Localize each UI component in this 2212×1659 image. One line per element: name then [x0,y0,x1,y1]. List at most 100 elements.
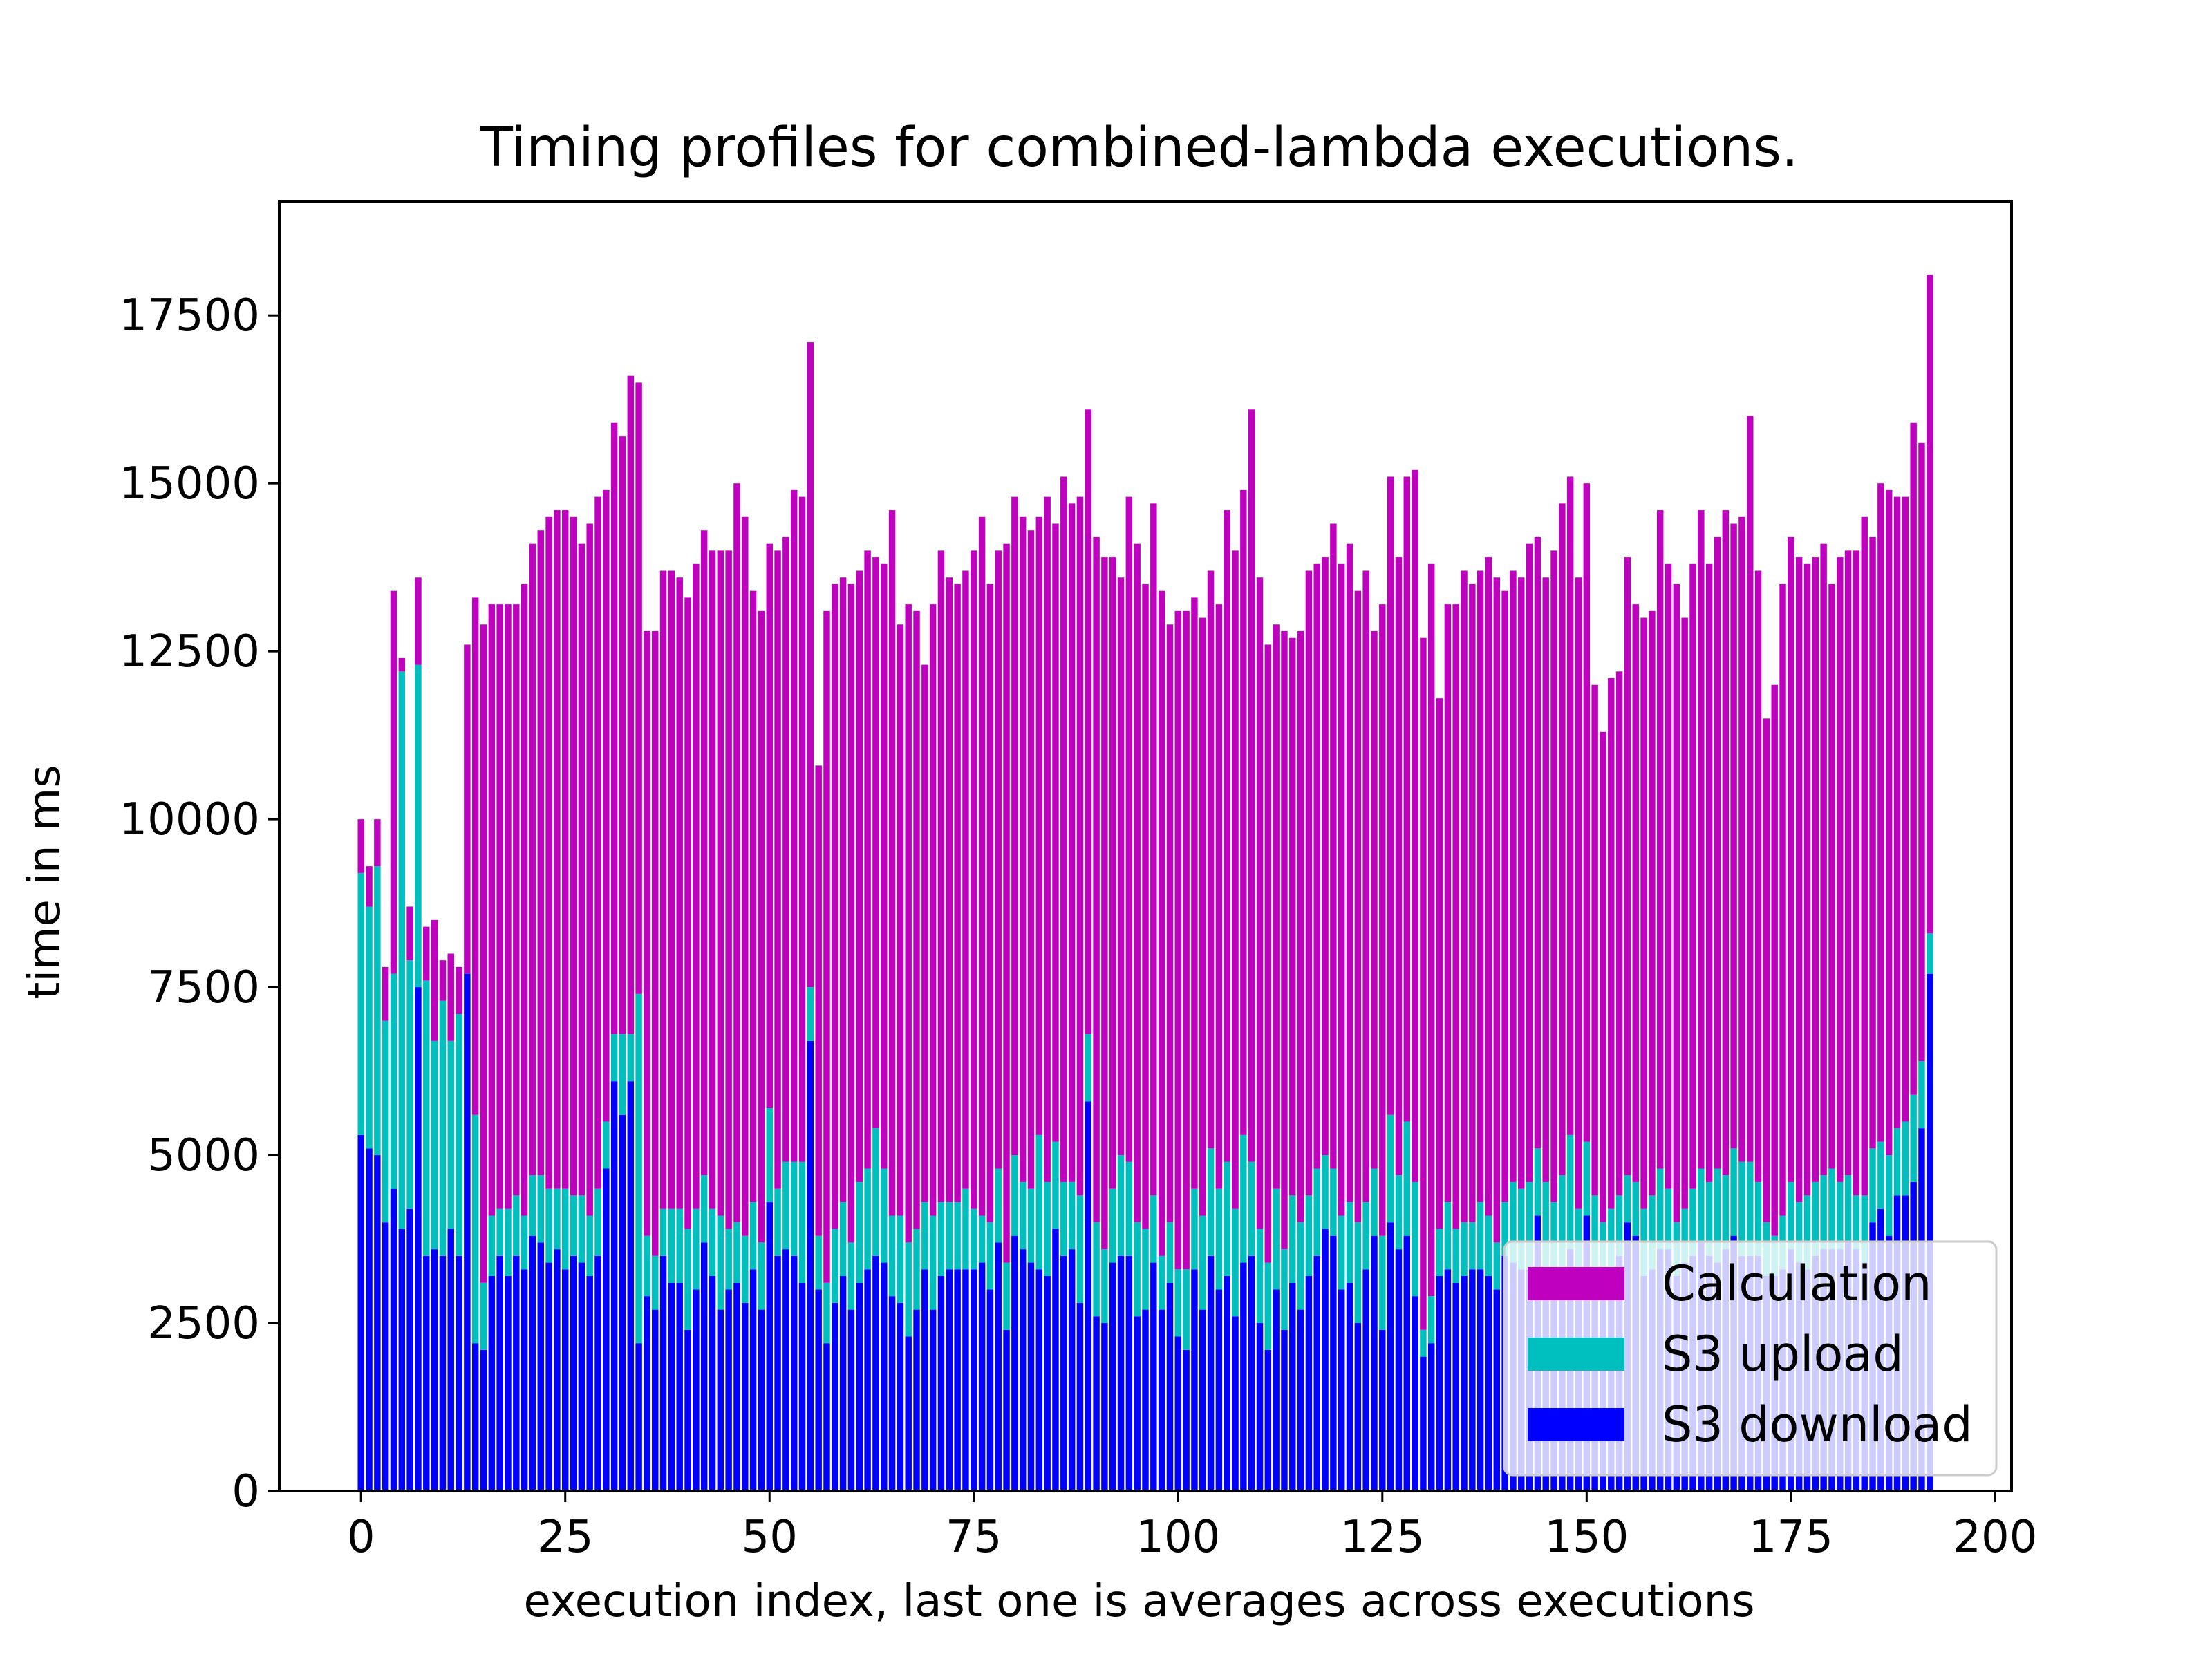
bar-s3-upload [488,1215,496,1276]
bar-calculation [774,550,781,1189]
bar-s3-download [742,1302,749,1492]
bar-s3-upload [366,906,373,1149]
bar-calculation [447,953,454,1041]
bar-s3-upload [668,1208,675,1283]
bar-s3-upload [1632,1181,1639,1236]
bar-calculation [1003,543,1010,1263]
bar-calculation [635,382,642,994]
bar-calculation [1649,610,1656,1196]
bar-s3-download [1248,1255,1255,1491]
chart-title: Timing profiles for combined-lambda exec… [479,117,1799,179]
bar-s3-upload [1910,1094,1917,1182]
bar-calculation [1461,570,1468,1223]
bar-s3-download [881,1262,888,1491]
bar-s3-upload [1812,1181,1819,1256]
bar-s3-download [471,1343,479,1491]
bar-calculation [1681,617,1688,1209]
bar-s3-download [1338,1289,1345,1491]
bar-s3-download [1469,1269,1476,1491]
bar-s3-upload [1207,1148,1215,1256]
bar-s3-upload [1248,1161,1255,1256]
bar-s3-upload [1076,1195,1084,1303]
bar-s3-download [815,1289,822,1491]
bar-s3-download [897,1302,904,1492]
bar-s3-download [1256,1323,1264,1491]
bar-s3-upload [570,1195,577,1256]
bar-calculation [644,631,650,1236]
bar-s3-download [995,1242,1002,1491]
bar-s3-download [529,1235,536,1491]
x-tick-label: 200 [1953,1512,2037,1563]
bar-calculation [962,570,969,1189]
bar-calculation [1763,718,1770,1223]
bar-calculation [1387,476,1394,1115]
bar-s3-upload [1665,1188,1672,1250]
bar-s3-upload [505,1208,512,1276]
x-axis: 0 25 50 75 100 125 150 175 200 [347,1491,2037,1563]
bar-calculation [1248,409,1255,1162]
bar-s3-download [766,1202,773,1491]
x-axis-label: execution index, last one is averages ac… [523,1576,1754,1627]
bar-calculation [1142,583,1149,1229]
bar-s3-download [1461,1276,1468,1491]
bar-calculation [1281,631,1288,1250]
bar-calculation [1885,489,1893,1156]
bar-calculation [1575,577,1582,1209]
bar-calculation [1436,698,1443,1229]
bar-s3-upload [1420,1329,1427,1357]
legend-swatch [1528,1267,1624,1300]
bar-calculation [496,604,503,1209]
bar-s3-upload [578,1195,585,1263]
bar-calculation [1893,496,1901,1129]
y-tick-label: 17500 [119,290,260,341]
bar-s3-upload [1828,1168,1835,1250]
bar-calculation [1044,496,1051,1182]
bar-calculation [1174,610,1182,1270]
bar-calculation [1215,604,1223,1189]
bar-s3-download [839,1276,847,1491]
bar-calculation [1117,577,1125,1156]
bar-s3-download [1420,1356,1427,1492]
axes-frame [278,200,2013,1492]
bar-s3-download [937,1276,945,1491]
bar-s3-upload [742,1235,749,1303]
bar-calculation [1158,590,1165,1256]
bar-calculation [1469,583,1476,1223]
bar-calculation [1542,577,1549,1182]
bar-s3-upload [1289,1195,1296,1283]
bar-s3-download [1199,1309,1206,1491]
bar-s3-upload [1559,1175,1566,1276]
bar-s3-download [1158,1309,1165,1491]
bar-s3-download [488,1276,496,1491]
bar-s3-upload [1305,1195,1313,1277]
bar-s3-upload [782,1161,789,1250]
bar-calculation [1199,617,1206,1216]
bar-s3-download [774,1255,781,1491]
bar-s3-download [676,1282,683,1491]
bar-calculation [807,342,814,988]
bar-s3-upload [1322,1155,1329,1229]
bar-s3-upload [1109,1188,1116,1263]
bar-s3-download [1085,1101,1091,1491]
bar-s3-upload [1117,1155,1125,1256]
bar-s3-download [1224,1276,1230,1491]
bar-s3-upload [447,1040,454,1229]
bar-s3-download [905,1336,912,1491]
bar-s3-download [406,1208,413,1491]
bar-s3-download [1191,1269,1198,1491]
legend: Calculation S3 upload S3 download [1503,1240,1998,1477]
bar-s3-download [423,1255,430,1491]
bar-calculation [946,577,953,1203]
bar-s3-download [603,1168,610,1491]
bar-s3-download [1313,1255,1320,1491]
bar-s3-upload [1444,1202,1452,1270]
bar-s3-download [1093,1316,1100,1491]
x-tick-label: 150 [1544,1512,1629,1563]
bar-s3-download [513,1255,520,1491]
bar-calculation [439,960,447,1001]
bar-s3-upload [798,1161,806,1283]
bar-s3-download [627,1081,635,1491]
bar-s3-upload [1583,1141,1591,1216]
bar-s3-upload [733,1222,740,1283]
bar-s3-upload [717,1215,724,1310]
